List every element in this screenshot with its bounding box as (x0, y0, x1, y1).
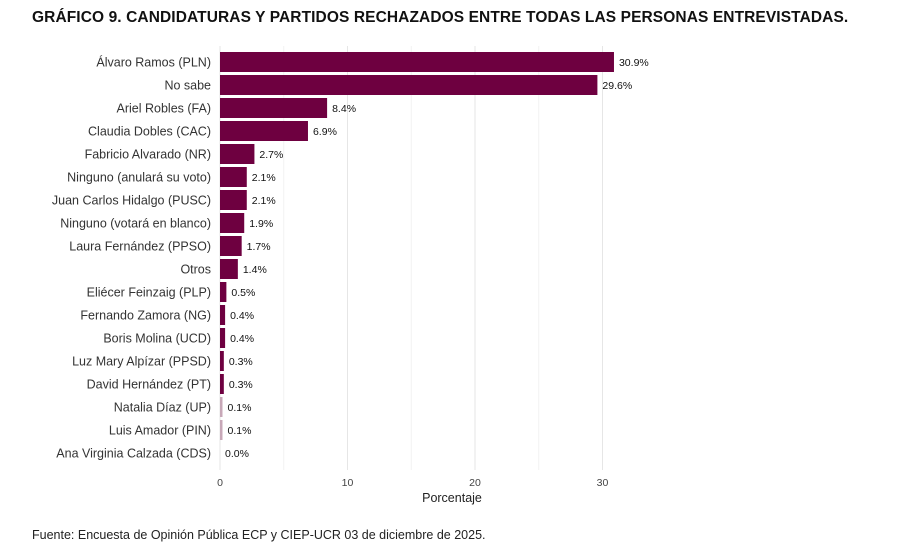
bar (220, 236, 242, 256)
category-label: No sabe (164, 79, 211, 93)
bar (220, 213, 245, 233)
category-label: Ninguno (votará en blanco) (60, 217, 211, 231)
value-label: 0.1% (228, 402, 252, 414)
bar (220, 374, 224, 394)
category-label: Claudia Dobles (CAC) (88, 125, 211, 139)
value-labels: 30.9% 29.6% 8.4% 6.9% 2.7% 2.1% 2.1% 1.9% 1.7% 1.… (225, 57, 649, 460)
bar (220, 167, 247, 187)
category-label: Álvaro Ramos (PLN) (96, 55, 211, 70)
value-label: 29.6% (602, 80, 632, 92)
category-label: Luis Amador (PIN) (109, 424, 211, 438)
value-label: 1.9% (249, 218, 273, 230)
value-label: 0.3% (229, 356, 253, 368)
value-label: 2.7% (259, 149, 283, 161)
category-label: Ninguno (anulará su voto) (67, 171, 211, 185)
bar (220, 75, 598, 95)
value-label: 1.4% (243, 264, 267, 276)
category-label: Luz Mary Alpízar (PPSD) (72, 355, 211, 369)
value-label: 0.3% (229, 379, 253, 391)
bar (220, 121, 308, 141)
category-label: Eliécer Feinzaig (PLP) (87, 286, 211, 300)
category-label: Boris Molina (UCD) (103, 332, 211, 346)
value-label: 8.4% (332, 103, 356, 115)
bar (220, 282, 227, 302)
x-tick-label: 20 (469, 477, 481, 489)
x-tick-label: 0 (217, 477, 223, 489)
bar (220, 305, 226, 325)
category-label: Natalia Díaz (UP) (114, 401, 211, 415)
bar (220, 397, 223, 417)
bar (220, 351, 224, 371)
value-label: 0.5% (231, 287, 255, 299)
x-axis-label: Porcentaje (422, 491, 482, 505)
category-label: Juan Carlos Hidalgo (PUSC) (52, 194, 211, 208)
category-label: David Hernández (PT) (87, 378, 211, 392)
category-label: Fernando Zamora (NG) (80, 309, 211, 323)
category-label: Ariel Robles (FA) (117, 102, 211, 116)
bar (220, 328, 226, 348)
bar (220, 259, 238, 279)
value-label: 0.4% (230, 310, 254, 322)
value-label: 30.9% (619, 57, 649, 69)
bar-chart: Álvaro Ramos (PLN) No sabe Ariel Robles (F… (52, 46, 649, 505)
category-label: Laura Fernández (PPSO) (69, 240, 211, 254)
category-labels: Álvaro Ramos (PLN) No sabe Ariel Robles (F… (52, 55, 211, 461)
x-axis-ticks: 0 10 20 30 (217, 477, 608, 489)
value-label: 2.1% (252, 172, 276, 184)
bar (220, 144, 255, 164)
value-label: 1.7% (247, 241, 271, 253)
value-label: 0.4% (230, 333, 254, 345)
category-label: Fabricio Alvarado (NR) (85, 148, 211, 162)
value-label: 0.1% (228, 425, 252, 437)
value-label: 6.9% (313, 126, 337, 138)
category-label: Ana Virginia Calzada (CDS) (56, 447, 211, 461)
category-label: Otros (180, 263, 211, 277)
x-tick-label: 10 (342, 477, 354, 489)
source-note: Fuente: Encuesta de Opinión Pública ECP … (32, 528, 486, 542)
x-tick-label: 30 (597, 477, 609, 489)
bar (220, 98, 328, 118)
value-label: 0.0% (225, 448, 249, 460)
bar (220, 420, 223, 440)
bar (220, 52, 614, 72)
value-label: 2.1% (252, 195, 276, 207)
bar (220, 190, 247, 210)
bars (220, 52, 614, 440)
chart-title: GRÁFICO 9. CANDIDATURAS Y PARTIDOS RECHA… (32, 9, 849, 26)
